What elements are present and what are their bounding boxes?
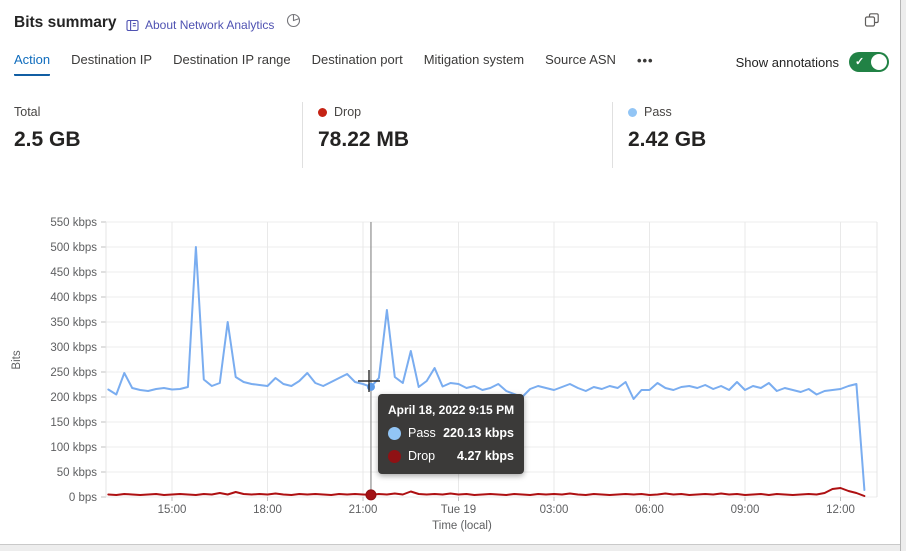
svg-text:50 kbps: 50 kbps (57, 467, 98, 479)
svg-text:400 kbps: 400 kbps (50, 292, 97, 304)
tooltip-pass-label: Pass (408, 426, 436, 440)
drop-dot-icon (388, 449, 401, 463)
svg-text:150 kbps: 150 kbps (50, 417, 97, 429)
tab-source-asn[interactable]: Source ASN (545, 52, 616, 67)
drop-value: 78.22 MB (318, 128, 410, 151)
svg-text:300 kbps: 300 kbps (50, 342, 97, 354)
card-divider (302, 102, 303, 168)
svg-text:0 bps: 0 bps (69, 492, 97, 504)
pass-value: 2.42 GB (628, 128, 707, 151)
tab-bar: Action Destination IP Destination IP ran… (14, 52, 654, 76)
svg-text:12:00: 12:00 (826, 504, 855, 516)
pass-dot-icon (388, 426, 401, 440)
summary-cards: Total 2.5 GB Drop 78.22 MB Pass 2.42 GB (0, 100, 906, 174)
total-label: Total (14, 105, 41, 119)
svg-text:03:00: 03:00 (540, 504, 569, 516)
more-tabs-button[interactable]: ••• (636, 53, 654, 68)
pie-chart-icon[interactable] (286, 13, 301, 33)
tab-destination-ip[interactable]: Destination IP (71, 52, 153, 67)
tooltip-drop-value: 4.27 kbps (457, 449, 514, 463)
tooltip-date: April 18, 2022 9:15 PM (388, 403, 515, 417)
svg-text:350 kbps: 350 kbps (50, 317, 97, 329)
svg-text:Tue 19: Tue 19 (441, 504, 476, 516)
total-value: 2.5 GB (14, 128, 81, 151)
page-title: Bits summary (14, 14, 117, 31)
tab-destination-port[interactable]: Destination port (311, 52, 403, 67)
svg-text:250 kbps: 250 kbps (50, 367, 97, 379)
bits-time-series-chart[interactable]: 0 bps 50 kbps 100 kbps 150 kbps 200 kbps 250 … (0, 195, 906, 545)
window-bottom-border (0, 544, 906, 551)
svg-text:Bits: Bits (11, 350, 23, 369)
tooltip-drop-row: Drop 4.27 kbps (388, 449, 514, 463)
toggle-knob (871, 54, 887, 70)
book-icon (126, 19, 139, 32)
tooltip-pass-value: 220.13 kbps (443, 426, 514, 440)
chart-tooltip: April 18, 2022 9:15 PM Pass 220.13 kbps … (378, 394, 524, 474)
svg-text:18:00: 18:00 (253, 504, 282, 516)
svg-text:06:00: 06:00 (635, 504, 664, 516)
tab-action[interactable]: Action (14, 52, 51, 76)
about-link-label: About Network Analytics (145, 18, 275, 32)
total-card: Total 2.5 GB (14, 104, 81, 152)
tab-mitigation-system[interactable]: Mitigation system (423, 52, 525, 67)
svg-text:200 kbps: 200 kbps (50, 392, 97, 404)
window-right-border (900, 0, 906, 551)
show-annotations-label: Show annotations (735, 54, 839, 70)
pass-label: Pass (644, 105, 672, 119)
card-divider (612, 102, 613, 168)
svg-text:500 kbps: 500 kbps (50, 242, 97, 254)
svg-text:Time (local): Time (local) (432, 520, 492, 532)
tooltip-drop-label: Drop (408, 449, 436, 463)
drop-card: Drop 78.22 MB (318, 104, 409, 152)
tab-destination-ip-range[interactable]: Destination IP range (173, 52, 291, 67)
pass-card: Pass 2.42 GB (628, 104, 706, 152)
about-network-analytics-link[interactable]: About Network Analytics (126, 18, 274, 32)
drop-label: Drop (334, 105, 362, 119)
svg-text:550 kbps: 550 kbps (50, 217, 97, 229)
svg-text:15:00: 15:00 (158, 504, 187, 516)
popout-icon[interactable] (864, 12, 880, 33)
checkmark-icon: ✓ (855, 55, 865, 68)
tooltip-pass-row: Pass 220.13 kbps (388, 426, 514, 440)
svg-text:21:00: 21:00 (349, 504, 378, 516)
svg-text:09:00: 09:00 (731, 504, 760, 516)
show-annotations-toggle[interactable]: ✓ (849, 52, 889, 72)
pass-legend-dot (628, 107, 637, 117)
drop-legend-dot (318, 107, 327, 117)
svg-text:100 kbps: 100 kbps (50, 442, 97, 454)
svg-text:450 kbps: 450 kbps (50, 267, 97, 279)
